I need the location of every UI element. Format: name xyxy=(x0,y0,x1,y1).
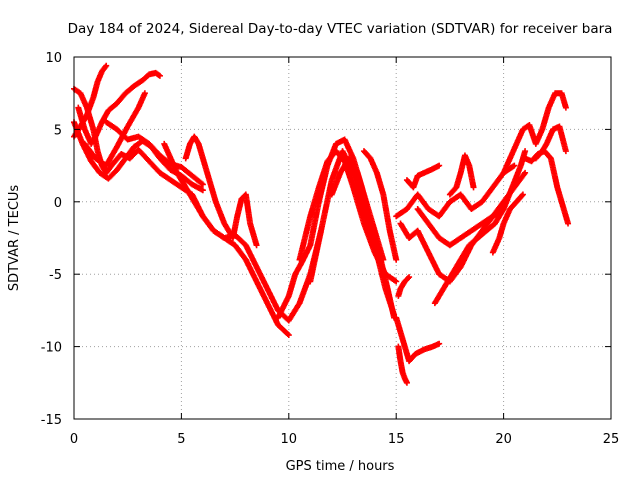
y-tick-label: -5 xyxy=(49,268,62,283)
series-sat-w xyxy=(489,191,526,256)
x-tick-label: 10 xyxy=(281,432,298,447)
data-point-marker xyxy=(284,331,291,338)
series-sat-z xyxy=(532,123,569,162)
data-point-marker xyxy=(510,163,517,170)
data-point-marker xyxy=(103,62,110,69)
data-point-marker xyxy=(199,187,206,194)
data-point-marker xyxy=(141,90,148,97)
data-point-marker xyxy=(406,274,413,281)
series-sat-m xyxy=(360,148,400,263)
data-point-marker xyxy=(198,180,205,187)
chart-title: Day 184 of 2024, Sidereal Day-to-day VTE… xyxy=(68,21,613,37)
series-sat-v xyxy=(446,152,477,198)
data-point-marker xyxy=(285,332,292,339)
data-point-marker xyxy=(156,72,163,79)
y-tick-label: -15 xyxy=(41,413,62,428)
data-point-marker xyxy=(562,148,569,155)
series-sat-d xyxy=(75,69,163,147)
series-sat-y xyxy=(522,148,572,227)
y-tick-label: 5 xyxy=(54,123,62,138)
y-tick-label: -10 xyxy=(41,341,62,356)
data-point-marker xyxy=(380,256,387,263)
data-point-marker xyxy=(436,162,443,169)
data-point-marker xyxy=(511,162,518,169)
series-sat-s xyxy=(397,206,507,285)
data-point-marker xyxy=(102,63,109,70)
data-point-marker xyxy=(522,148,529,155)
data-point-marker xyxy=(470,184,477,191)
axis-ticks xyxy=(73,56,612,420)
series-sat-n xyxy=(393,314,443,365)
x-tick-label: 0 xyxy=(70,432,78,447)
data-point-marker xyxy=(436,340,443,347)
data-markers xyxy=(71,62,572,386)
series-sat-o xyxy=(395,343,410,386)
series-sat-u xyxy=(431,148,529,307)
y-tick-label: 0 xyxy=(54,196,62,211)
x-tick-label: 25 xyxy=(603,432,620,447)
data-point-marker xyxy=(519,191,526,198)
series-sat-q xyxy=(393,162,518,220)
x-tick-labels: 0 5 10 15 20 25 xyxy=(70,432,619,447)
series-sat-l xyxy=(328,155,387,263)
data-point-marker xyxy=(519,192,526,199)
data-point-marker xyxy=(253,242,260,249)
data-point-marker xyxy=(522,169,529,176)
y-tick-labels: -15 -10 -5 0 5 10 xyxy=(41,51,62,428)
series-sat-h xyxy=(182,133,260,249)
data-point-marker xyxy=(403,379,410,386)
plot-frame xyxy=(73,56,612,420)
data-point-marker xyxy=(392,277,399,284)
x-tick-label: 15 xyxy=(388,432,405,447)
y-axis-label: SDTVAR / TECUs xyxy=(7,185,22,292)
data-point-marker xyxy=(393,278,400,285)
grid-lines xyxy=(74,57,611,419)
data-point-marker xyxy=(405,275,412,282)
data-point-marker xyxy=(565,220,572,227)
series-sat-k xyxy=(307,148,398,318)
data-point-marker xyxy=(562,104,569,111)
series-sat-r xyxy=(403,162,443,191)
x-tick-label: 20 xyxy=(495,432,512,447)
data-point-marker xyxy=(199,181,206,188)
series-sat-p xyxy=(395,274,413,299)
y-tick-label: 10 xyxy=(45,51,62,66)
data-point-marker xyxy=(393,256,400,263)
x-axis-label: GPS time / hours xyxy=(286,459,395,474)
x-tick-label: 5 xyxy=(177,432,185,447)
series-sat-x xyxy=(500,90,569,176)
